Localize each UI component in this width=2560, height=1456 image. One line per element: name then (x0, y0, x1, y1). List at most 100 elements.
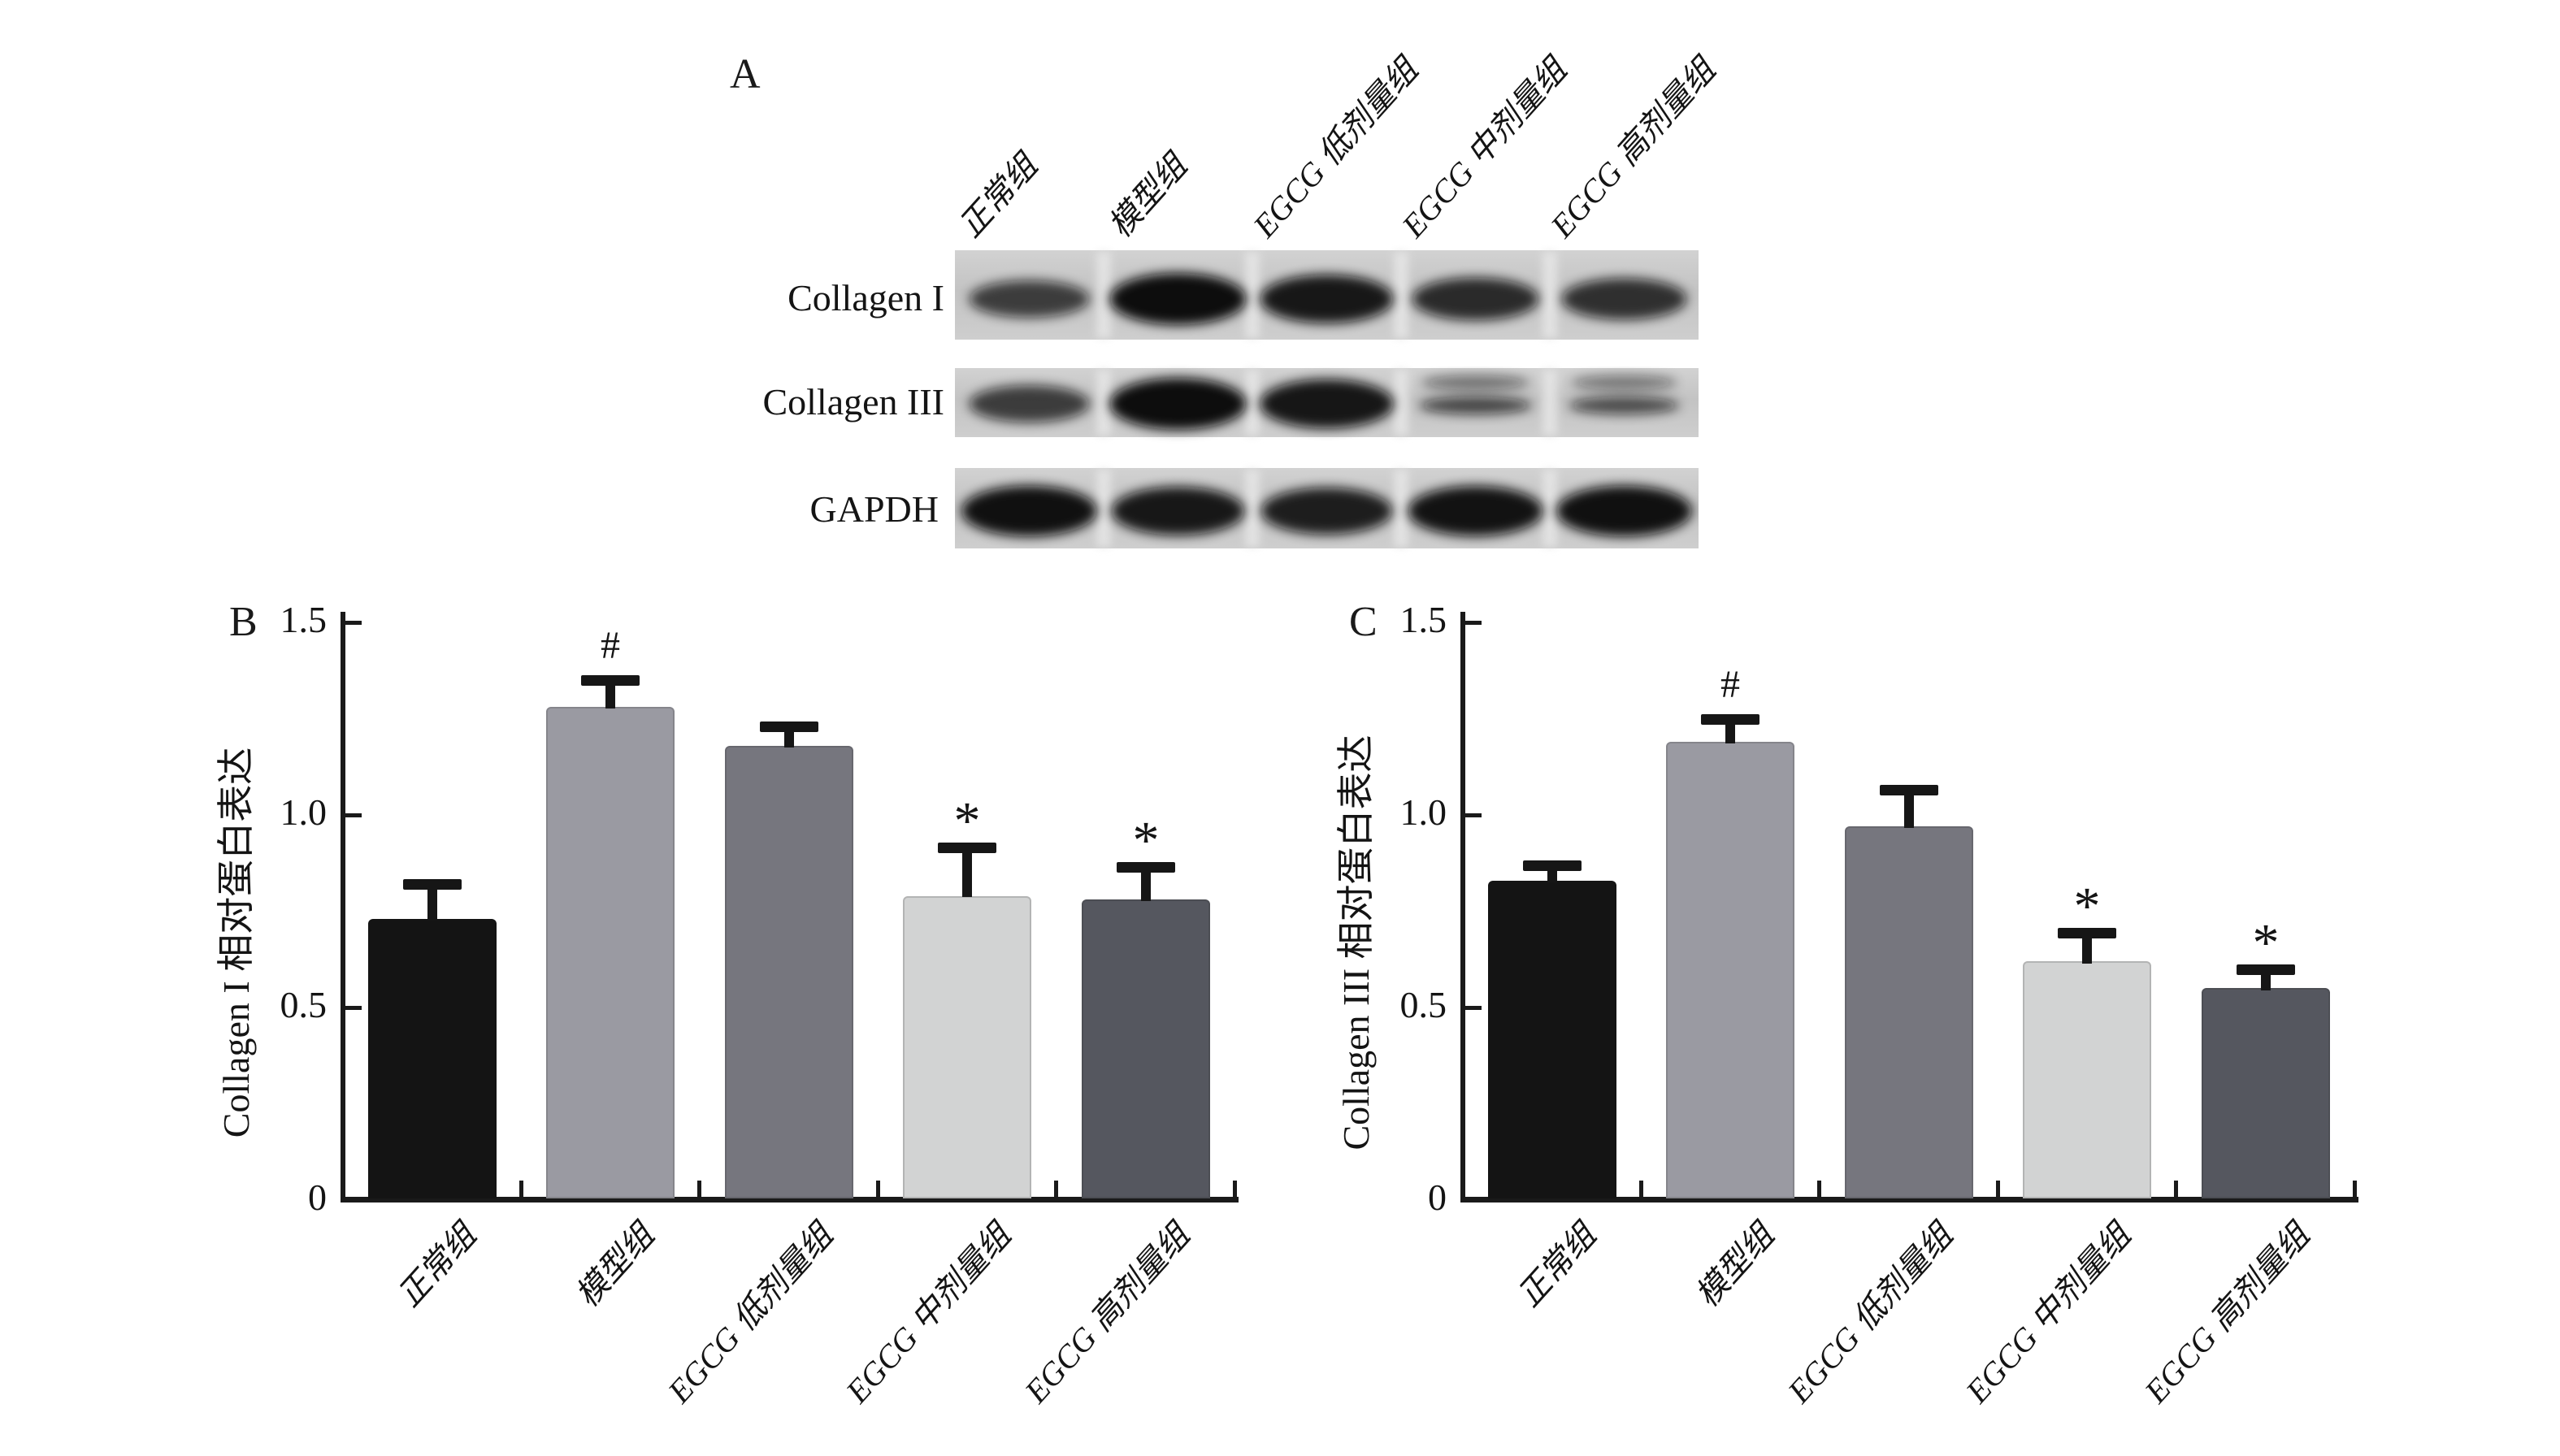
y-tick-label: 0.5 (1399, 984, 1447, 1025)
lane-separator (1245, 470, 1260, 547)
panel-b-label: B (229, 599, 258, 645)
error-bar-cap (403, 879, 462, 890)
error-bar-cap (1117, 862, 1175, 873)
protein-band (1260, 275, 1394, 323)
y-tick (1465, 813, 1482, 817)
significance-asterisk: * (2073, 877, 2101, 936)
y-tick-label: 1.5 (1399, 599, 1447, 640)
y-tick-label: 1.5 (280, 599, 328, 640)
protein-band (1561, 278, 1687, 320)
x-tick (519, 1181, 523, 1197)
error-bar-cap (1880, 785, 1938, 795)
bar-EGCG 中剂量组 (903, 896, 1031, 1198)
y-axis (1460, 612, 1465, 1202)
x-category-label: EGCG 低剂量组 (1781, 1216, 1960, 1410)
error-bar (1725, 719, 1735, 743)
lane-separator (1394, 370, 1408, 436)
lane-separator (1096, 252, 1111, 338)
error-bar (1141, 867, 1151, 901)
x-category-label: 正常组 (1510, 1216, 1603, 1314)
blot-row-label-gapdh: GAPDH (809, 488, 939, 530)
protein-band (1260, 379, 1394, 429)
protein-band (969, 385, 1090, 422)
y-tick-label: 0 (1428, 1176, 1447, 1218)
error-bar-cap (2058, 928, 2116, 938)
protein-band (1569, 396, 1680, 414)
protein-band (1408, 486, 1543, 536)
y-tick (1465, 1006, 1482, 1010)
bar-正常组 (368, 919, 497, 1198)
bar-模型组 (546, 707, 675, 1198)
significance-hash: # (601, 624, 620, 667)
x-category-label: EGCG 高剂量组 (1017, 1216, 1197, 1410)
bar-EGCG 高剂量组 (2202, 988, 2330, 1198)
lane-separator (1543, 252, 1557, 338)
protein-band (1419, 396, 1532, 414)
protein-band (1571, 375, 1677, 390)
lane-separator (1543, 470, 1557, 547)
x-tick (1817, 1181, 1821, 1197)
panel-c-label: C (1349, 599, 1378, 645)
error-bar-cap (760, 722, 818, 732)
y-tick (1465, 621, 1482, 625)
protein-band (1421, 375, 1529, 390)
error-bar (427, 884, 437, 921)
x-axis (1460, 1197, 2358, 1202)
blot-row-label-collagen1: Collagen I (788, 277, 944, 318)
western-blot-image (955, 250, 1699, 548)
protein-band (961, 485, 1097, 537)
y-tick (345, 813, 362, 817)
error-bar-cap (2237, 964, 2295, 975)
error-bar (1904, 790, 1914, 828)
bar-模型组 (1666, 742, 1794, 1198)
lane-separator (1394, 252, 1408, 338)
protein-band (1412, 277, 1539, 321)
x-category-label: EGCG 高剂量组 (2137, 1216, 2317, 1410)
error-bar (962, 847, 972, 897)
protein-band (1111, 487, 1245, 535)
x-tick (1639, 1181, 1643, 1197)
y-axis (341, 612, 345, 1202)
lane-separator (1096, 370, 1111, 436)
x-category-label: EGCG 中剂量组 (839, 1216, 1018, 1410)
y-tick-label: 1.0 (1399, 791, 1447, 833)
lane-separator (1245, 370, 1260, 436)
x-tick (2174, 1181, 2178, 1197)
lane-separator (1096, 470, 1111, 547)
bar-EGCG 低剂量组 (725, 746, 853, 1198)
x-category-label: 正常组 (390, 1216, 484, 1314)
error-bar (2082, 933, 2092, 964)
error-bar-cap (938, 843, 996, 853)
protein-band (1260, 488, 1393, 535)
significance-hash: # (1720, 663, 1740, 706)
x-tick (2353, 1181, 2357, 1197)
blot-lane-label-2: 模型组 (1101, 147, 1194, 245)
protein-band (969, 280, 1090, 318)
panel-a-label: A (730, 51, 761, 98)
protein-band (1109, 273, 1247, 325)
x-category-label: 模型组 (1688, 1216, 1781, 1314)
error-bar-cap (1523, 860, 1582, 871)
protein-band (1556, 485, 1692, 537)
bar-正常组 (1488, 881, 1616, 1198)
x-tick (697, 1181, 701, 1197)
x-axis (341, 1197, 1239, 1202)
x-category-label: 模型组 (568, 1216, 662, 1314)
bar-EGCG 高剂量组 (1082, 899, 1210, 1198)
x-tick (876, 1181, 880, 1197)
lane-separator (1543, 370, 1557, 436)
x-category-label: EGCG 中剂量组 (1959, 1216, 2138, 1410)
x-tick (1233, 1181, 1237, 1197)
lane-separator (1394, 470, 1408, 547)
lane-separator (1245, 252, 1260, 338)
error-bar (605, 680, 615, 708)
protein-band (1109, 378, 1247, 430)
significance-asterisk: * (953, 791, 981, 851)
error-bar-cap (581, 675, 640, 686)
blot-lane-label-1: 正常组 (952, 147, 1044, 245)
significance-asterisk: * (2252, 913, 2280, 973)
y-tick-label: 0.5 (280, 984, 328, 1025)
y-tick-label: 0 (308, 1176, 327, 1218)
x-tick (1996, 1181, 2000, 1197)
